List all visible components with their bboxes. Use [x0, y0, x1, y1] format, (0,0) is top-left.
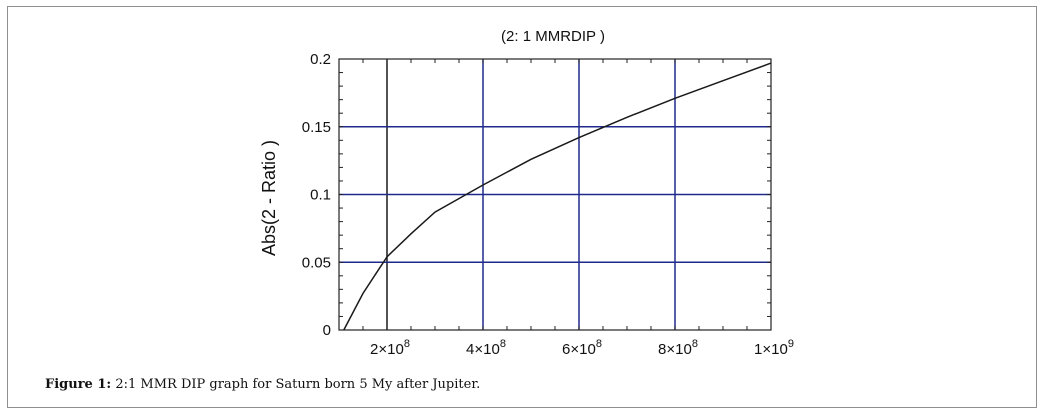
y-tick-label: 0.1: [310, 187, 331, 204]
chart: 2×108 4×108 6×108 8×108 1×109 0 0.05 0.1 0.15 0.2…: [259, 28, 794, 358]
grid: [339, 59, 771, 330]
x-tick-label: 8×108: [658, 338, 698, 358]
y-tick-label: 0.15: [302, 119, 331, 136]
caption-text: 2:1 MMR DIP graph for Saturn born 5 My a…: [115, 377, 481, 392]
x-tick-label: 4×108: [466, 338, 506, 358]
y-axis-label: Abs(2 - Ratio ): [259, 140, 279, 256]
series: [343, 62, 772, 331]
x-tick-label: 2×108: [370, 338, 410, 358]
chart-title: (2: 1 MMRDIP ): [501, 28, 605, 45]
x-tick-label: 1×109: [754, 338, 794, 358]
series-line: [343, 62, 772, 331]
figure-caption: Figure 1: 2:1 MMR DIP graph for Saturn b…: [45, 377, 480, 392]
figure-frame: [7, 6, 1037, 408]
y-tick-label: 0: [323, 322, 331, 339]
y-tick-label: 0.2: [310, 51, 331, 68]
y-tick-label: 0.05: [302, 254, 331, 271]
caption-label: Figure 1:: [45, 377, 112, 392]
axis-ticks: 2×108 4×108 6×108 8×108 1×109 0 0.05 0.1 0.15 0.2: [302, 51, 794, 358]
x-tick-label: 6×108: [562, 338, 602, 358]
